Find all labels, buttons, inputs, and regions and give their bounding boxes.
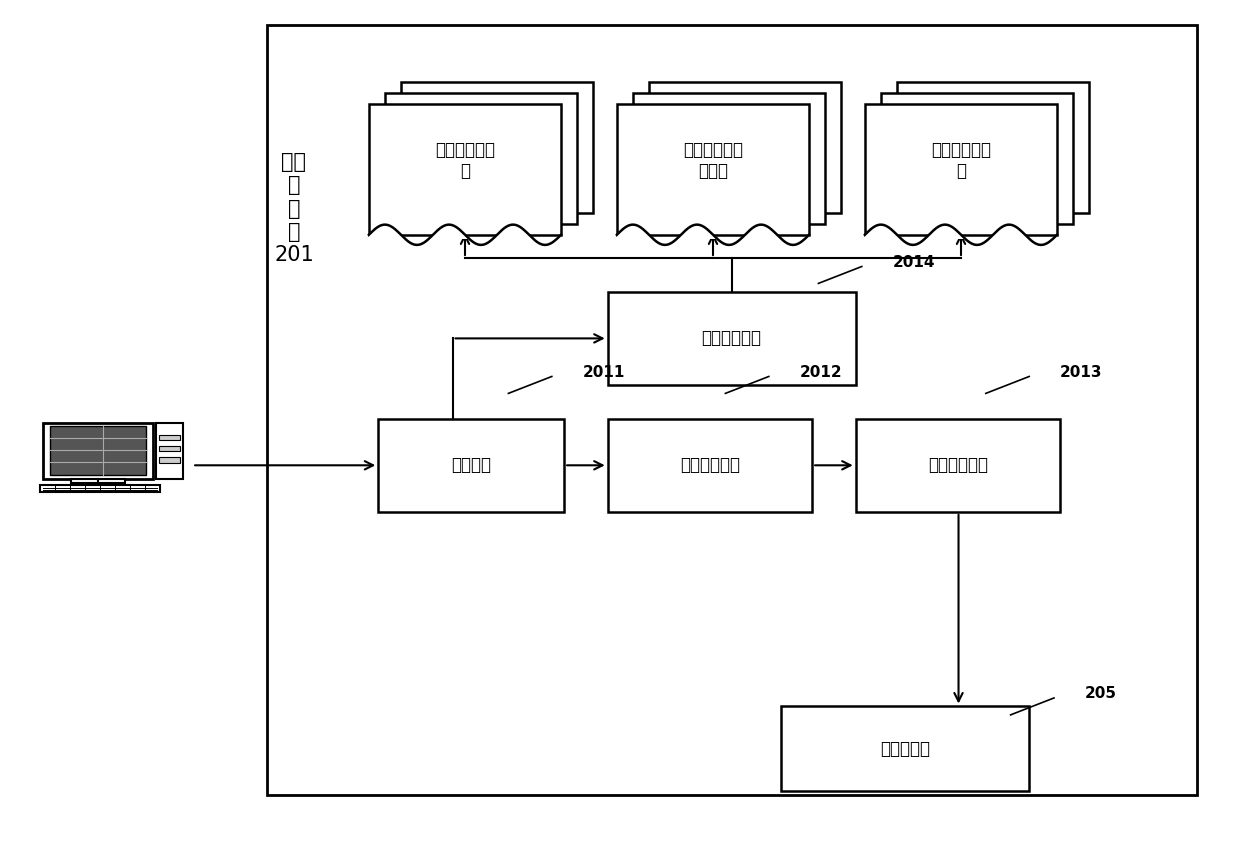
Bar: [880, 92, 1074, 223]
Bar: [40, 486, 160, 492]
Bar: [856, 419, 1060, 512]
Text: 信息通知规则
库: 信息通知规则 库: [931, 141, 991, 180]
Text: 配置接口: 配置接口: [451, 456, 491, 475]
Text: 2013: 2013: [1060, 365, 1102, 380]
Text: 策略
管
理
器
201: 策略 管 理 器 201: [274, 152, 314, 265]
Text: 规则存储单元: 规则存储单元: [702, 329, 761, 348]
Bar: [866, 103, 1056, 234]
Bar: [378, 419, 564, 512]
Bar: [402, 82, 594, 213]
Polygon shape: [370, 225, 560, 244]
Bar: [618, 103, 808, 234]
Text: 安全检测器: 安全检测器: [880, 739, 930, 758]
Bar: [898, 82, 1090, 213]
Text: 2012: 2012: [800, 365, 842, 380]
Bar: [632, 92, 826, 223]
Bar: [267, 25, 1197, 795]
Bar: [71, 479, 125, 483]
Polygon shape: [618, 225, 808, 244]
Bar: [43, 424, 153, 479]
Text: 恶意应用处理
规则库: 恶意应用处理 规则库: [683, 141, 743, 180]
Polygon shape: [866, 225, 1058, 244]
Bar: [159, 446, 181, 452]
Bar: [608, 419, 812, 512]
Text: 2011: 2011: [583, 365, 625, 380]
Text: 规则转化单元: 规则转化单元: [680, 456, 740, 475]
Bar: [384, 92, 578, 223]
Bar: [159, 457, 181, 463]
Bar: [781, 706, 1029, 791]
Bar: [608, 292, 856, 385]
Bar: [650, 82, 841, 213]
Bar: [50, 426, 146, 475]
Text: 205: 205: [1085, 686, 1117, 701]
Text: 安全判断规则
库: 安全判断规则 库: [435, 141, 495, 180]
Text: 规则下发单元: 规则下发单元: [928, 456, 988, 475]
Bar: [156, 424, 184, 479]
Bar: [159, 435, 181, 440]
Text: 2014: 2014: [893, 255, 935, 270]
Bar: [370, 103, 560, 234]
